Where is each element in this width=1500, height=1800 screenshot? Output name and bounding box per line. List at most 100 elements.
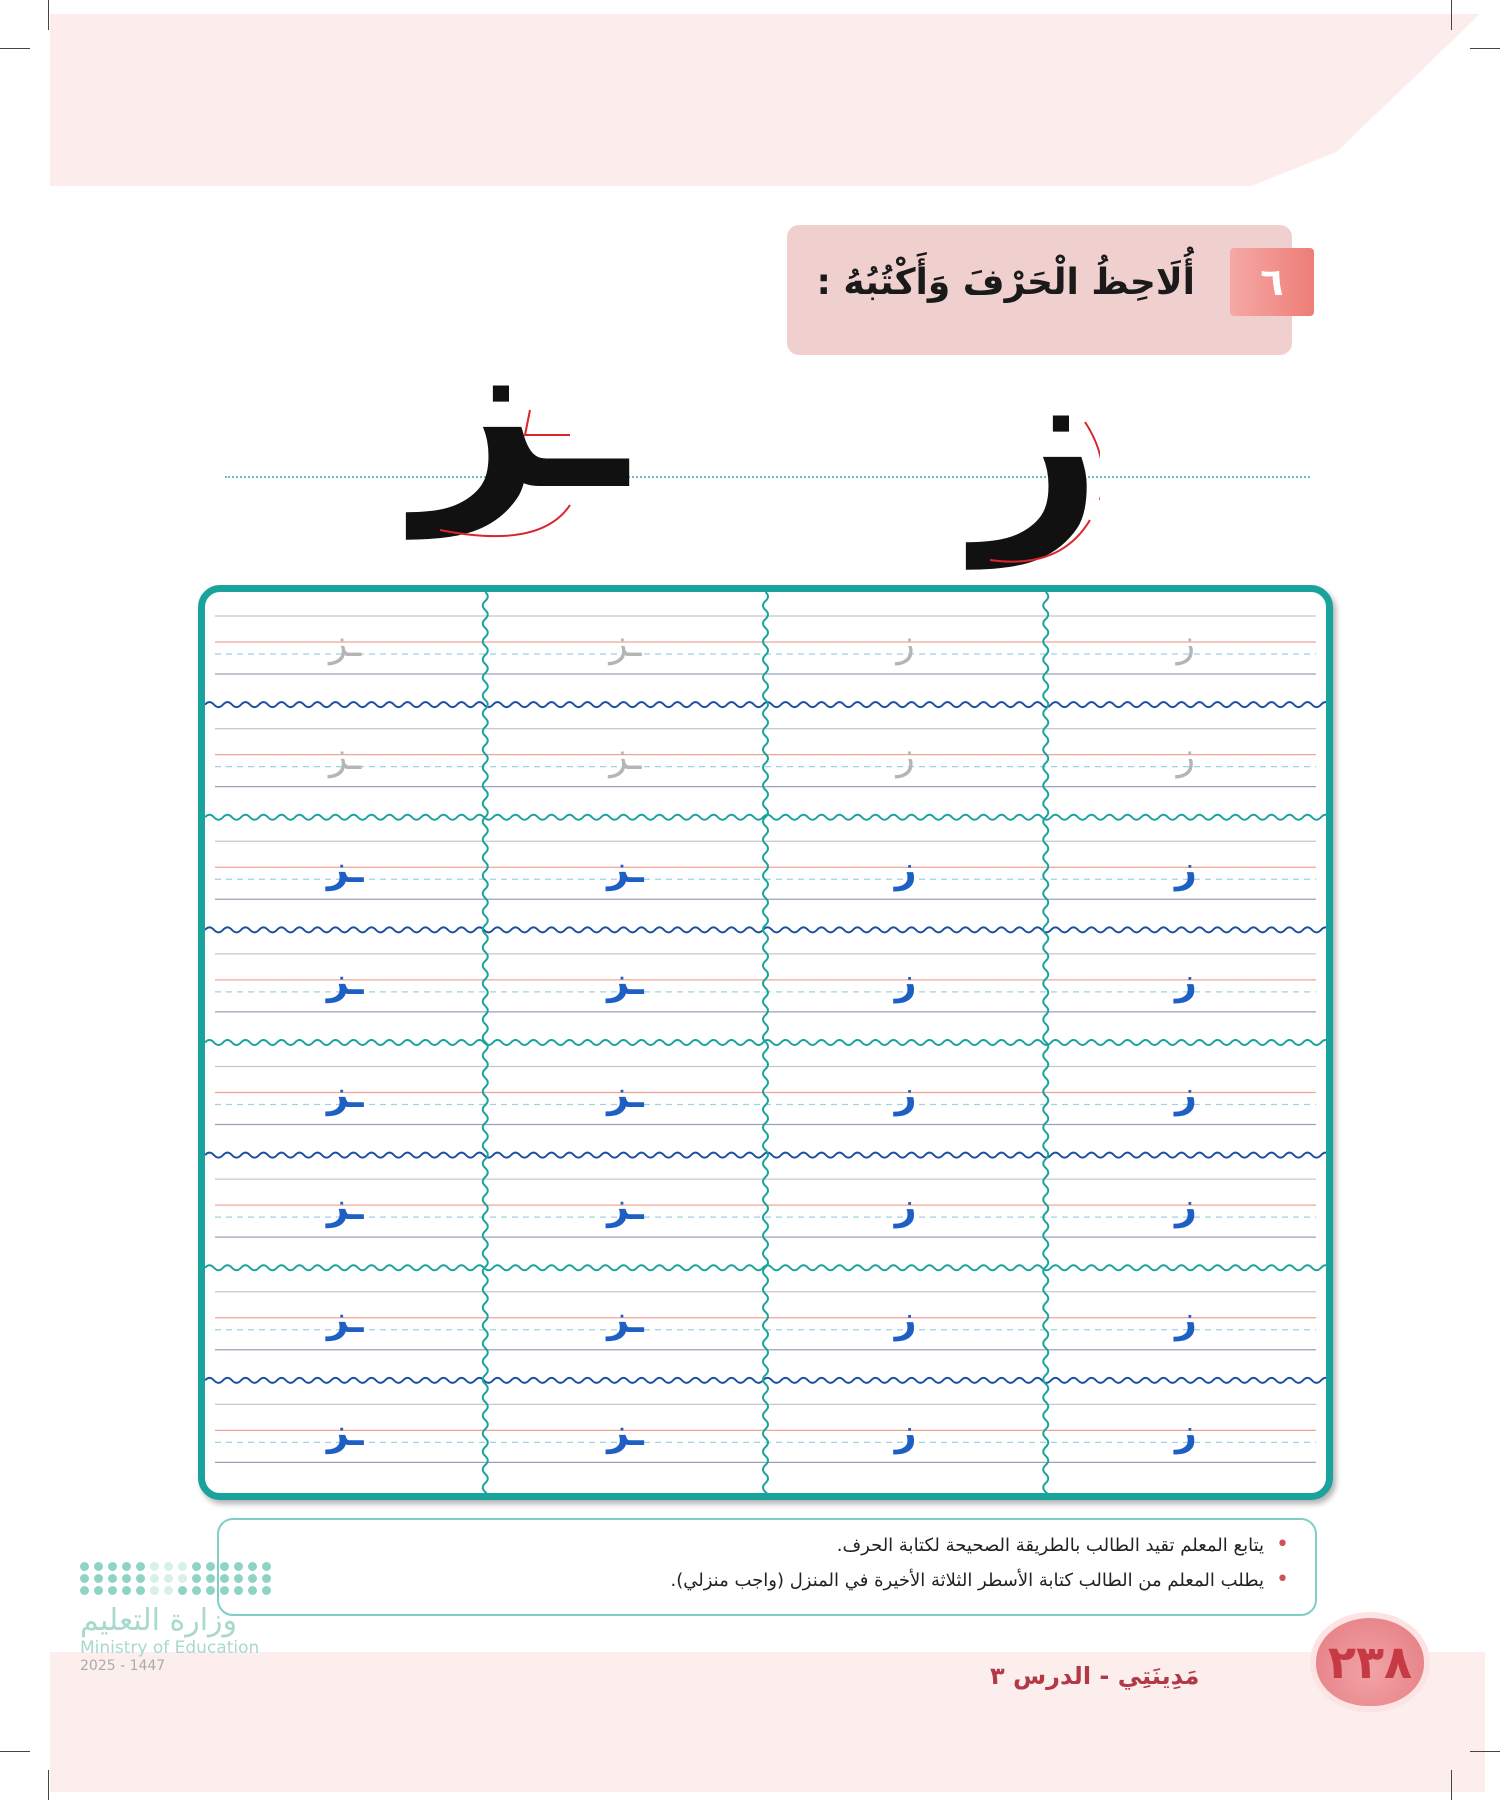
sample-letter: ز (1174, 846, 1197, 891)
sample-letter: ـز (326, 959, 364, 1004)
row-divider (205, 1376, 1326, 1384)
exercise-header (787, 225, 1292, 355)
stroke-direction-arrows (439, 409, 1100, 563)
logo-dot (94, 1574, 103, 1583)
crop-mark (1451, 1770, 1452, 1800)
trace-letter: ـز (609, 621, 642, 666)
sample-letter: ـز (607, 1297, 644, 1342)
logo-dot (80, 1562, 89, 1571)
crop-mark (1470, 48, 1500, 49)
page-number: ٢٣٨ (1310, 1612, 1430, 1712)
logo-dot (164, 1586, 173, 1595)
logo-dots (80, 1562, 271, 1595)
logo-dot (206, 1574, 215, 1583)
sample-letter: ـز (326, 846, 364, 891)
sample-letter: ـز (607, 959, 644, 1004)
bottom-decorative-band (50, 1652, 1485, 1792)
logo-dot (150, 1574, 159, 1583)
sample-letter: ز (894, 1184, 917, 1229)
logo-dot (220, 1586, 229, 1595)
sample-letter: ـز (607, 1071, 644, 1116)
sample-letter: ز (1174, 1184, 1197, 1229)
column-divider (762, 592, 769, 1493)
exercise-number: ٦ (1230, 248, 1314, 316)
top-decorative-band (50, 14, 1480, 186)
logo-dot (192, 1586, 201, 1595)
sample-letter: ز (894, 846, 917, 891)
sample-letter: ـز (607, 1184, 644, 1229)
logo-arabic: وزارة التعليم (80, 1603, 238, 1638)
logo-dot (80, 1574, 89, 1583)
baseline-guide (225, 476, 1310, 478)
note-item: يطلب المعلم من الطالب كتابة الأسطر الثلا… (219, 1567, 1289, 1592)
logo-dot (122, 1586, 131, 1595)
logo-dot (164, 1574, 173, 1583)
trace-letter: ـز (609, 733, 642, 778)
logo-dot (136, 1586, 145, 1595)
logo-dot (150, 1562, 159, 1571)
logo-dot (262, 1574, 271, 1583)
logo-dot (234, 1586, 243, 1595)
logo-dot (108, 1586, 117, 1595)
logo-dot (136, 1562, 145, 1571)
sample-letter: ز (894, 1071, 917, 1116)
logo-dot (108, 1562, 117, 1571)
logo-dot (234, 1574, 243, 1583)
logo-year: 2025 - 1447 (80, 1658, 166, 1674)
row-divider (205, 926, 1326, 934)
grid-lines (205, 592, 1326, 1493)
crop-mark (1470, 1751, 1500, 1752)
sample-letter: ـز (326, 1071, 364, 1116)
sample-letter: ز (1174, 1409, 1197, 1454)
trace-letter: ـز (329, 733, 362, 778)
column-divider (1042, 592, 1050, 1493)
practice-grid: ـز ـز ز ز ـز ـز ز ز ـز ـز ز ز ـز ـز ز ز ـز ـز ز ز ـز ـز ز ز ـز ـز… (198, 585, 1333, 1500)
logo-dot (206, 1562, 215, 1571)
row-divider (205, 1039, 1326, 1046)
logo-dot (164, 1562, 173, 1571)
logo-dot (94, 1586, 103, 1595)
logo-dot (178, 1574, 187, 1583)
trace-letter: ز (896, 733, 915, 778)
logo-dot (234, 1562, 243, 1571)
logo-dot (178, 1586, 187, 1595)
note-item: يتابع المعلم تقيد الطالب بالطريقة الصحيح… (219, 1532, 1289, 1557)
lesson-label: مَدِينَتِي - الدرس ٣ (990, 1662, 1200, 1690)
logo-dot (108, 1574, 117, 1583)
logo-dot (248, 1562, 257, 1571)
crop-mark (48, 1770, 49, 1800)
sample-letter: ز (1174, 1297, 1197, 1342)
sample-letter: ـز (607, 1409, 644, 1454)
column-divider (481, 592, 489, 1493)
sample-letter: ز (894, 959, 917, 1004)
crop-mark (0, 1751, 30, 1752)
trace-letter: ز (1176, 621, 1196, 666)
logo-dot (94, 1562, 103, 1571)
sample-letter: ز (894, 1409, 917, 1454)
row-divider (205, 813, 1326, 821)
logo-dot (178, 1562, 187, 1571)
logo-dot (150, 1586, 159, 1595)
logo-dot (220, 1562, 229, 1571)
model-letter-isolated: ز (975, 312, 1102, 568)
logo-english: Ministry of Education (80, 1638, 260, 1658)
logo-dot (192, 1574, 201, 1583)
crop-mark (1451, 0, 1452, 30)
sample-letter: ـز (326, 1409, 364, 1454)
row-divider (205, 701, 1326, 709)
logo-dot (220, 1574, 229, 1583)
exercise-instruction: أُلَاحِظُ الْحَرْفَ وَأَكْتُبُهُ : (816, 262, 1195, 303)
logo-dot (248, 1574, 257, 1583)
crop-mark (48, 0, 49, 30)
logo-dot (122, 1562, 131, 1571)
crop-mark (0, 48, 30, 49)
sample-letter: ز (1174, 959, 1197, 1004)
logo-dot (136, 1574, 145, 1583)
logo-dot (262, 1562, 271, 1571)
model-letter-connected: ـز (415, 282, 628, 538)
trace-letter: ز (1176, 733, 1196, 778)
trace-letter: ز (896, 621, 915, 666)
trace-letter: ـز (329, 621, 362, 666)
teacher-notes: يتابع المعلم تقيد الطالب بالطريقة الصحيح… (217, 1518, 1317, 1616)
sample-letter: ز (894, 1297, 917, 1342)
